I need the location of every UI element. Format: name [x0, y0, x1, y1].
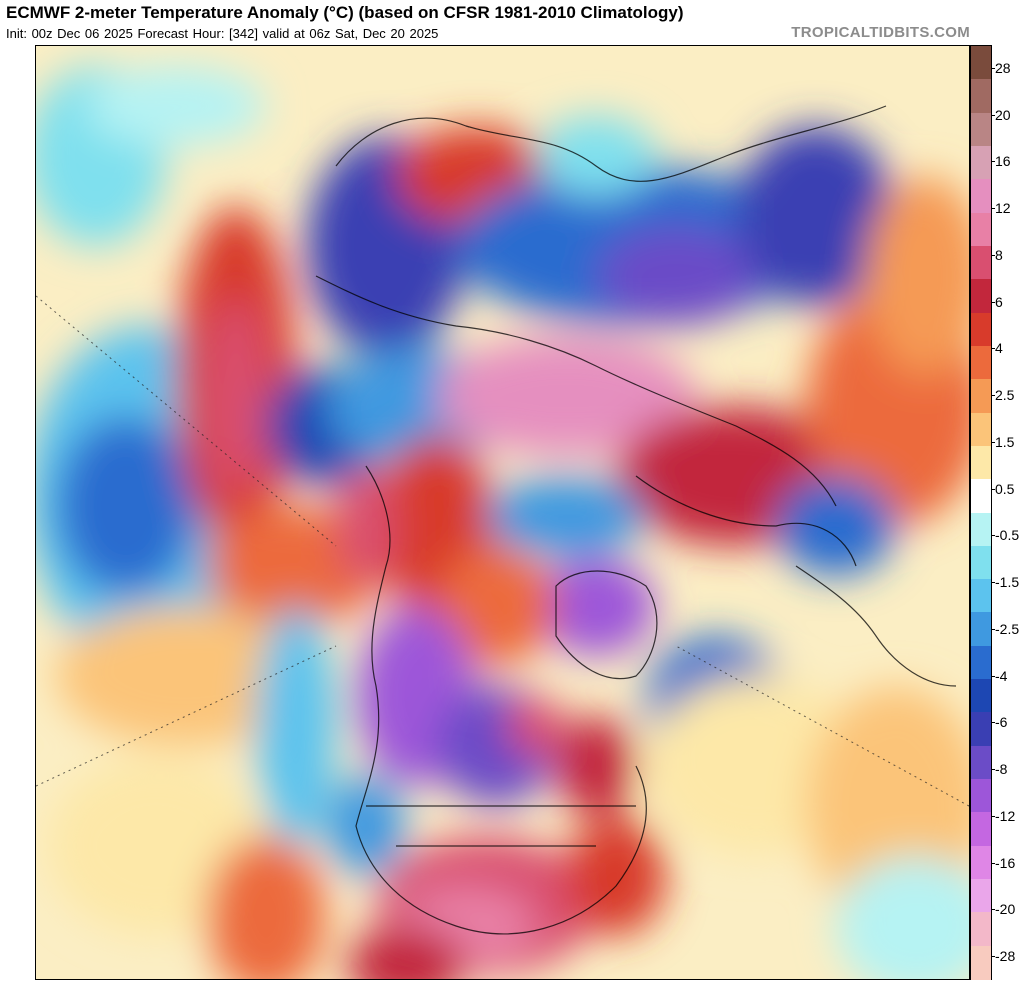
- colorbar-segment: [971, 412, 991, 447]
- coastlines: [315, 105, 957, 935]
- colorbar-tick: [992, 68, 995, 69]
- colorbar-segment: [971, 479, 991, 514]
- colorbar-label: 6: [995, 293, 1003, 310]
- source-watermark: TROPICALTIDBITS.COM: [791, 24, 970, 41]
- colorbar-segment: [971, 512, 991, 547]
- colorbar-tick: [992, 535, 995, 537]
- colorbar-segment: [971, 245, 991, 280]
- colorbar-segment: [971, 879, 991, 914]
- colorbar-segment: [971, 312, 991, 347]
- colorbar-tick: [992, 254, 995, 256]
- colorbar-label: -1.5: [995, 574, 1020, 591]
- colorbar-tick: [992, 161, 995, 163]
- colorbar-segment: [971, 79, 991, 114]
- colorbar-segment: [971, 279, 991, 314]
- colorbar-segment: [971, 212, 991, 247]
- colorbar-tick: [992, 862, 995, 864]
- colorbar-label: 28: [995, 60, 1011, 76]
- colorbar-tick: [992, 441, 995, 443]
- colorbar-segment: [971, 912, 991, 947]
- colorbar-segment: [971, 46, 991, 80]
- dateline-dotted: [36, 295, 969, 807]
- colorbar-label: -12: [995, 807, 1016, 824]
- map-subtitle: Init: 00z Dec 06 2025 Forecast Hour: [34…: [6, 26, 439, 41]
- colorbar-tick: [992, 582, 995, 584]
- colorbar-tick: [992, 909, 995, 911]
- colorbar-label: 16: [995, 153, 1011, 170]
- colorbar-segment: [971, 645, 991, 680]
- colorbar-tick: [992, 956, 995, 957]
- colorbar-tick: [992, 395, 995, 397]
- colorbar-label: -20: [995, 901, 1016, 918]
- colorbar-label: -2.5: [995, 620, 1020, 637]
- colorbar-label: 0.5: [995, 480, 1015, 497]
- colorbar-tick: [992, 628, 995, 630]
- anomaly-field: [36, 66, 969, 979]
- colorbar-segment: [971, 679, 991, 714]
- colorbar-tick: [992, 208, 995, 210]
- colorbar-segment: [971, 579, 991, 614]
- colorbar-tick: [992, 114, 995, 116]
- colorbar: [970, 45, 992, 980]
- colorbar-tick: [992, 301, 995, 303]
- colorbar-tick: [992, 722, 995, 724]
- colorbar-label: 1.5: [995, 433, 1015, 450]
- colorbar-label: -6: [995, 714, 1008, 731]
- colorbar-tick: [992, 488, 995, 490]
- map-canvas: [36, 46, 969, 979]
- colorbar-segment: [971, 379, 991, 414]
- colorbar-label: 20: [995, 106, 1011, 123]
- colorbar-segment: [971, 445, 991, 480]
- colorbar-segment: [971, 845, 991, 880]
- colorbar-label: -4: [995, 667, 1008, 684]
- colorbar-segment: [971, 545, 991, 580]
- colorbar-segment: [971, 612, 991, 647]
- colorbar-segment: [971, 345, 991, 380]
- colorbar-segment: [971, 779, 991, 814]
- colorbar-label: -8: [995, 761, 1008, 778]
- colorbar-segment: [971, 112, 991, 147]
- colorbar-segment: [971, 945, 991, 980]
- colorbar-tick: [992, 675, 995, 677]
- colorbar-tick: [992, 769, 995, 771]
- colorbar-segment: [971, 712, 991, 747]
- temperature-anomaly-map: [35, 45, 970, 980]
- colorbar-label: -0.5: [995, 527, 1020, 544]
- colorbar-segment: [971, 145, 991, 180]
- colorbar-segment: [971, 179, 991, 214]
- colorbar-label: 8: [995, 246, 1003, 263]
- colorbar-tick: [992, 348, 995, 350]
- colorbar-label: -16: [995, 854, 1016, 871]
- colorbar-label: -28: [995, 948, 1016, 964]
- colorbar-segment: [971, 745, 991, 780]
- colorbar-label: 4: [995, 340, 1003, 357]
- map-title: ECMWF 2-meter Temperature Anomaly (°C) (…: [6, 3, 684, 22]
- colorbar-label: 2.5: [995, 387, 1015, 404]
- colorbar-label: 12: [995, 200, 1011, 217]
- colorbar-segment: [971, 812, 991, 847]
- colorbar-tick: [992, 815, 995, 817]
